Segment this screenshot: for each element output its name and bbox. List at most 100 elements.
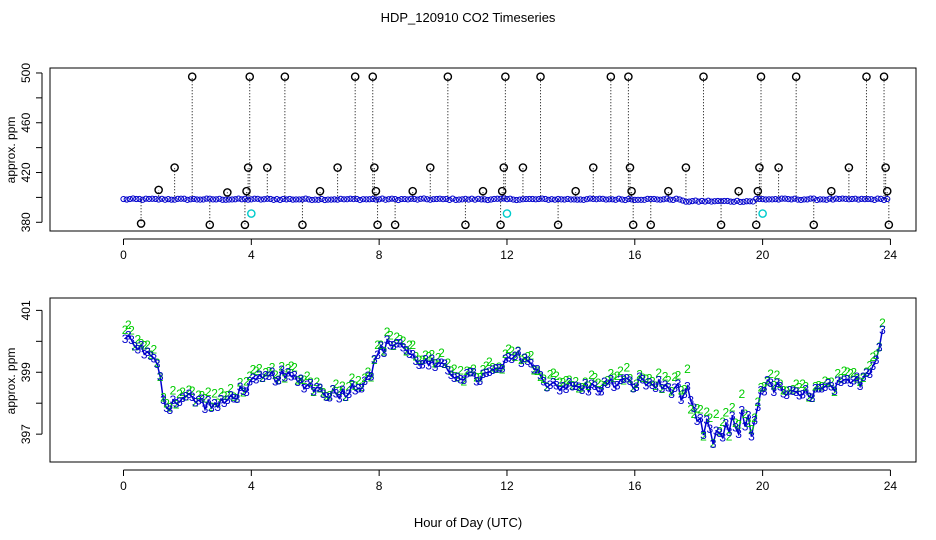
- top-baseline-point: [762, 196, 769, 203]
- series-2-marker: 2: [230, 390, 237, 404]
- top-baseline-point: [820, 196, 827, 203]
- top-baseline-point: [449, 195, 456, 202]
- series-3-marker: 3: [486, 365, 493, 379]
- top-baseline-point: [654, 196, 661, 203]
- top-baseline-point: [724, 197, 731, 205]
- series-3-marker: 3: [652, 381, 659, 395]
- series-2-marker: 2: [157, 370, 164, 384]
- series-3-marker: 3: [662, 378, 669, 392]
- top-baseline-point: [567, 196, 574, 203]
- top-baseline-point: [433, 195, 440, 203]
- series-3-marker: 3: [336, 391, 343, 405]
- series-3-marker: 3: [841, 373, 848, 387]
- top-baseline-point: [833, 195, 840, 202]
- series-2-marker: 2: [735, 417, 742, 431]
- top-outlier-point: [501, 72, 510, 82]
- top-baseline-point: [500, 195, 507, 202]
- series-2-marker: 2: [326, 389, 333, 403]
- top-baseline-point: [235, 195, 242, 202]
- series-2-marker: 2: [377, 338, 384, 352]
- series-3-marker: 3: [802, 383, 809, 397]
- series-2-marker: 2: [531, 364, 538, 378]
- series-3-marker: 3: [598, 384, 605, 398]
- series-3-marker: 3: [128, 333, 135, 347]
- top-baseline-point: [350, 196, 357, 203]
- top-baseline-point: [446, 196, 453, 203]
- top-outlier-point: [390, 220, 400, 230]
- top-baseline-point: [229, 196, 236, 203]
- top-baseline-point: [609, 196, 616, 203]
- series-3-marker: 3: [317, 381, 324, 395]
- top-outlier-point: [755, 163, 764, 172]
- series-3-marker: 3: [655, 373, 662, 387]
- series-2-marker: 2: [406, 338, 413, 352]
- top-baseline-point: [670, 196, 677, 203]
- top-baseline-point: [404, 196, 412, 203]
- series-2-marker: 2: [435, 351, 442, 365]
- series-2-marker: 2: [298, 373, 305, 387]
- top-baseline-point: [785, 195, 792, 203]
- top-baseline-point: [171, 196, 178, 203]
- top-baseline-point: [385, 196, 392, 203]
- series-2-marker: 2: [313, 375, 320, 389]
- top-outlier-point: [154, 185, 163, 195]
- top-baseline-point: [871, 196, 878, 203]
- series-2-marker: 2: [135, 333, 142, 347]
- series-3-marker: 3: [454, 370, 461, 384]
- series-3-marker: 3: [700, 428, 707, 442]
- top-outlier-point: [371, 186, 381, 196]
- series-2-marker: 2: [425, 350, 432, 364]
- series-2-marker: 2: [483, 359, 490, 373]
- series-2-marker: 2: [607, 366, 614, 380]
- top-outlier-point: [627, 186, 636, 196]
- series-2-marker: 2: [224, 388, 231, 402]
- series-3-marker: 3: [496, 362, 503, 376]
- series-2-marker: 2: [371, 353, 378, 367]
- series-3-marker: 3: [812, 381, 819, 395]
- top-baseline-point: [848, 195, 856, 203]
- series-3-marker: 3: [879, 323, 886, 337]
- top-baseline-point: [360, 196, 367, 203]
- series-3-marker: 3: [838, 375, 845, 389]
- series-2-marker: 2: [595, 376, 602, 390]
- series-3-marker: 3: [429, 352, 436, 366]
- top-baseline-point: [494, 195, 501, 202]
- top-baseline-point: [606, 196, 613, 203]
- series-2-marker: 2: [275, 373, 282, 387]
- top-outlier-point: [242, 186, 251, 196]
- top-outlier-point: [881, 163, 890, 172]
- series-2-marker: 2: [368, 370, 375, 384]
- series-2-marker: 2: [831, 385, 838, 399]
- top-baseline-point: [852, 195, 859, 202]
- series-3-marker: 3: [569, 379, 576, 393]
- series-2-marker: 2: [774, 368, 781, 382]
- series-3-marker: 3: [246, 375, 253, 389]
- series-3-marker: 3: [416, 358, 423, 372]
- series-3-marker: 3: [234, 392, 241, 406]
- top-baseline-point: [717, 198, 725, 205]
- series-3-marker: 3: [480, 367, 487, 381]
- series-2-marker: 2: [256, 362, 263, 376]
- series-3-marker: 3: [592, 379, 599, 393]
- top-panel: approx. ppm 0 4 8 12 16 20 24 380 420 460 500: [4, 63, 917, 262]
- series-3-marker: 3: [339, 383, 346, 397]
- series-2-marker: 2: [211, 386, 218, 400]
- top-baseline-point: [369, 195, 376, 203]
- series-2-marker: 2: [582, 375, 589, 389]
- series-3-marker: 3: [221, 396, 228, 410]
- series-2-marker: 2: [272, 368, 279, 382]
- series-3-marker: 3: [144, 345, 151, 359]
- series-3-marker: 3: [735, 427, 742, 441]
- series-3-marker: 3: [646, 375, 653, 389]
- series-2-marker: 2: [873, 348, 880, 362]
- top-baseline-point: [689, 198, 696, 205]
- series-3-marker: 3: [237, 380, 244, 394]
- series-3-marker: 3: [320, 387, 327, 401]
- top-x-tick-label: 0: [120, 248, 127, 262]
- series-3-marker: 3: [464, 366, 471, 380]
- top-baseline-point: [679, 197, 686, 204]
- series-3-marker: 3: [668, 387, 675, 401]
- series-2-marker: 2: [189, 384, 196, 398]
- series-2-marker: 2: [467, 364, 474, 378]
- top-baseline-point: [548, 196, 555, 203]
